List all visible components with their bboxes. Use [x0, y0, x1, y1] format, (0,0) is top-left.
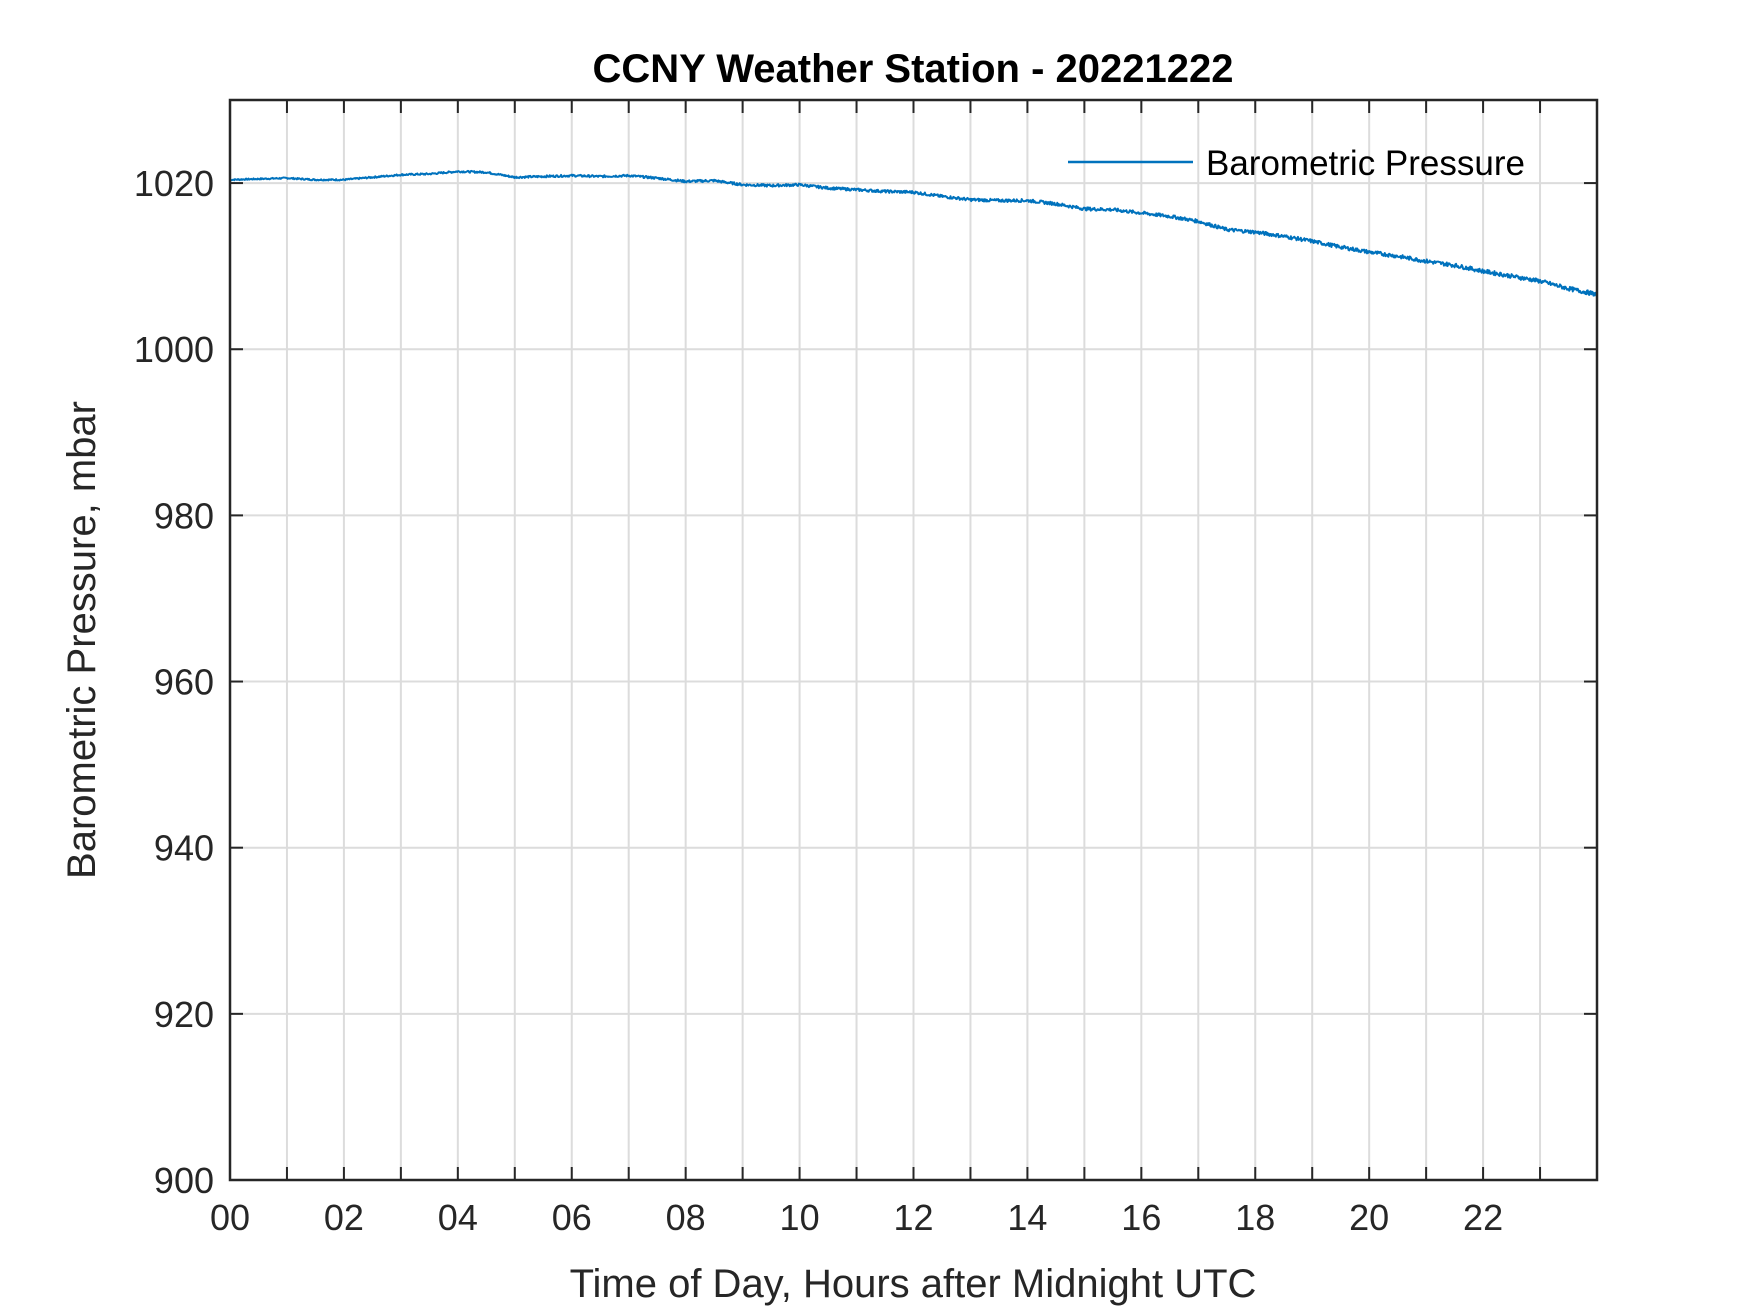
y-tick-label: 1000: [134, 329, 214, 370]
x-tick-label: 22: [1463, 1197, 1503, 1238]
ticks: [229, 100, 1597, 1181]
y-tick-label: 900: [154, 1160, 214, 1201]
x-tick-label: 10: [780, 1197, 820, 1238]
x-tick-label: 14: [1007, 1197, 1047, 1238]
series-line-barometric-pressure: [229, 169, 1598, 297]
legend-label-barometric-pressure: Barometric Pressure: [1206, 144, 1525, 183]
y-tick-label: 920: [154, 994, 214, 1035]
x-tick-label: 12: [893, 1197, 933, 1238]
y-tick-label: 940: [154, 828, 214, 869]
y-tick-label: 980: [154, 495, 214, 536]
y-tick-label: 960: [154, 662, 214, 703]
x-axis-label: Time of Day, Hours after Midnight UTC: [570, 1262, 1257, 1306]
y-tick-label: 1020: [134, 163, 214, 204]
y-axis-label: Barometric Pressure, mbar: [60, 401, 104, 879]
x-tick-label: 02: [324, 1197, 364, 1238]
x-tick-label: 04: [438, 1197, 478, 1238]
grid: [230, 100, 1597, 1180]
legend: Barometric Pressure: [1068, 144, 1525, 183]
series-layer: [229, 169, 1598, 297]
x-tick-label: 00: [210, 1197, 250, 1238]
x-tick-label: 18: [1235, 1197, 1275, 1238]
x-tick-label: 06: [552, 1197, 592, 1238]
x-tick-label: 16: [1121, 1197, 1161, 1238]
x-tick-label: 20: [1349, 1197, 1389, 1238]
tick-labels: 00 02 04 06 08 10 12 14 16 18 20 22 900 920 940 960 980 1…: [134, 163, 1503, 1238]
chart-title: CCNY Weather Station - 20221222: [593, 47, 1234, 91]
x-tick-label: 08: [666, 1197, 706, 1238]
